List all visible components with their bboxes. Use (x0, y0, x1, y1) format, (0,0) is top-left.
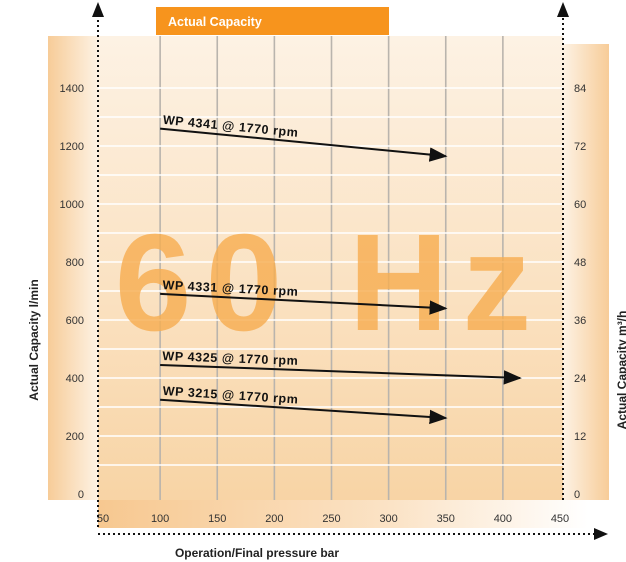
right-axis-arrow-icon (557, 2, 569, 17)
hz-watermark: 60 Hz (115, 206, 546, 360)
series-label: WP 4325 @ 1770 rpm (162, 349, 298, 368)
y-tick-label-right: 0 (574, 489, 580, 501)
series-line (160, 363, 522, 385)
banner-label: Actual Capacity (168, 15, 262, 29)
x-tick-label: 250 (322, 513, 340, 525)
bottom-axis-panel (98, 500, 588, 528)
bottom-axis-arrow-icon (594, 528, 608, 540)
x-tick-label: 150 (208, 513, 226, 525)
y-tick-label-right: 24 (574, 373, 586, 385)
x-tick-label: 350 (437, 513, 455, 525)
y-tick-label: 1400 (60, 83, 84, 95)
x-axis-title: Operation/Final pressure bar (175, 546, 339, 560)
y-tick-label: 1200 (60, 141, 84, 153)
banner-box (156, 7, 389, 35)
x-tick-label: 200 (265, 513, 283, 525)
y-axis-ticks-left: 0 200 400 600 800 1000 1200 1400 (60, 83, 84, 501)
x-axis-ticks: 50 100 150 200 250 300 350 400 450 (97, 513, 569, 525)
plot-area-background (98, 36, 563, 500)
y-tick-label-right: 12 (574, 431, 586, 443)
y-tick-label: 200 (66, 431, 84, 443)
y-tick-label-right: 84 (574, 83, 586, 95)
y-tick-label: 1000 (60, 199, 84, 211)
series-line (160, 292, 448, 315)
left-axis-arrow-icon (92, 2, 104, 17)
x-tick-label: 300 (379, 513, 397, 525)
x-tick-label: 450 (551, 513, 569, 525)
right-axis-panel (563, 44, 609, 500)
y-tick-label: 0 (78, 489, 84, 501)
y-tick-label-right: 48 (574, 257, 586, 269)
x-tick-label: 100 (151, 513, 169, 525)
y-axis-title-left: Actual Capacity l/min (27, 279, 41, 400)
x-tick-label: 400 (494, 513, 512, 525)
x-tick-label: 50 (97, 513, 109, 525)
y-tick-label-right: 36 (574, 315, 586, 327)
series-label: WP 4331 @ 1770 rpm (162, 278, 299, 299)
y-axis-ticks-right: 0 12 24 36 48 60 72 84 (574, 83, 586, 501)
series-line (160, 398, 448, 425)
left-axis-panel (48, 36, 98, 500)
y-tick-label: 600 (66, 315, 84, 327)
y-tick-label: 800 (66, 257, 84, 269)
y-tick-label-right: 60 (574, 199, 586, 211)
y-tick-label-right: 72 (574, 141, 586, 153)
grid-lines (98, 36, 563, 500)
series-line (160, 127, 448, 162)
y-axis-title-right: Actual Capacity m³/h (615, 311, 626, 430)
y-tick-label: 400 (66, 373, 84, 385)
